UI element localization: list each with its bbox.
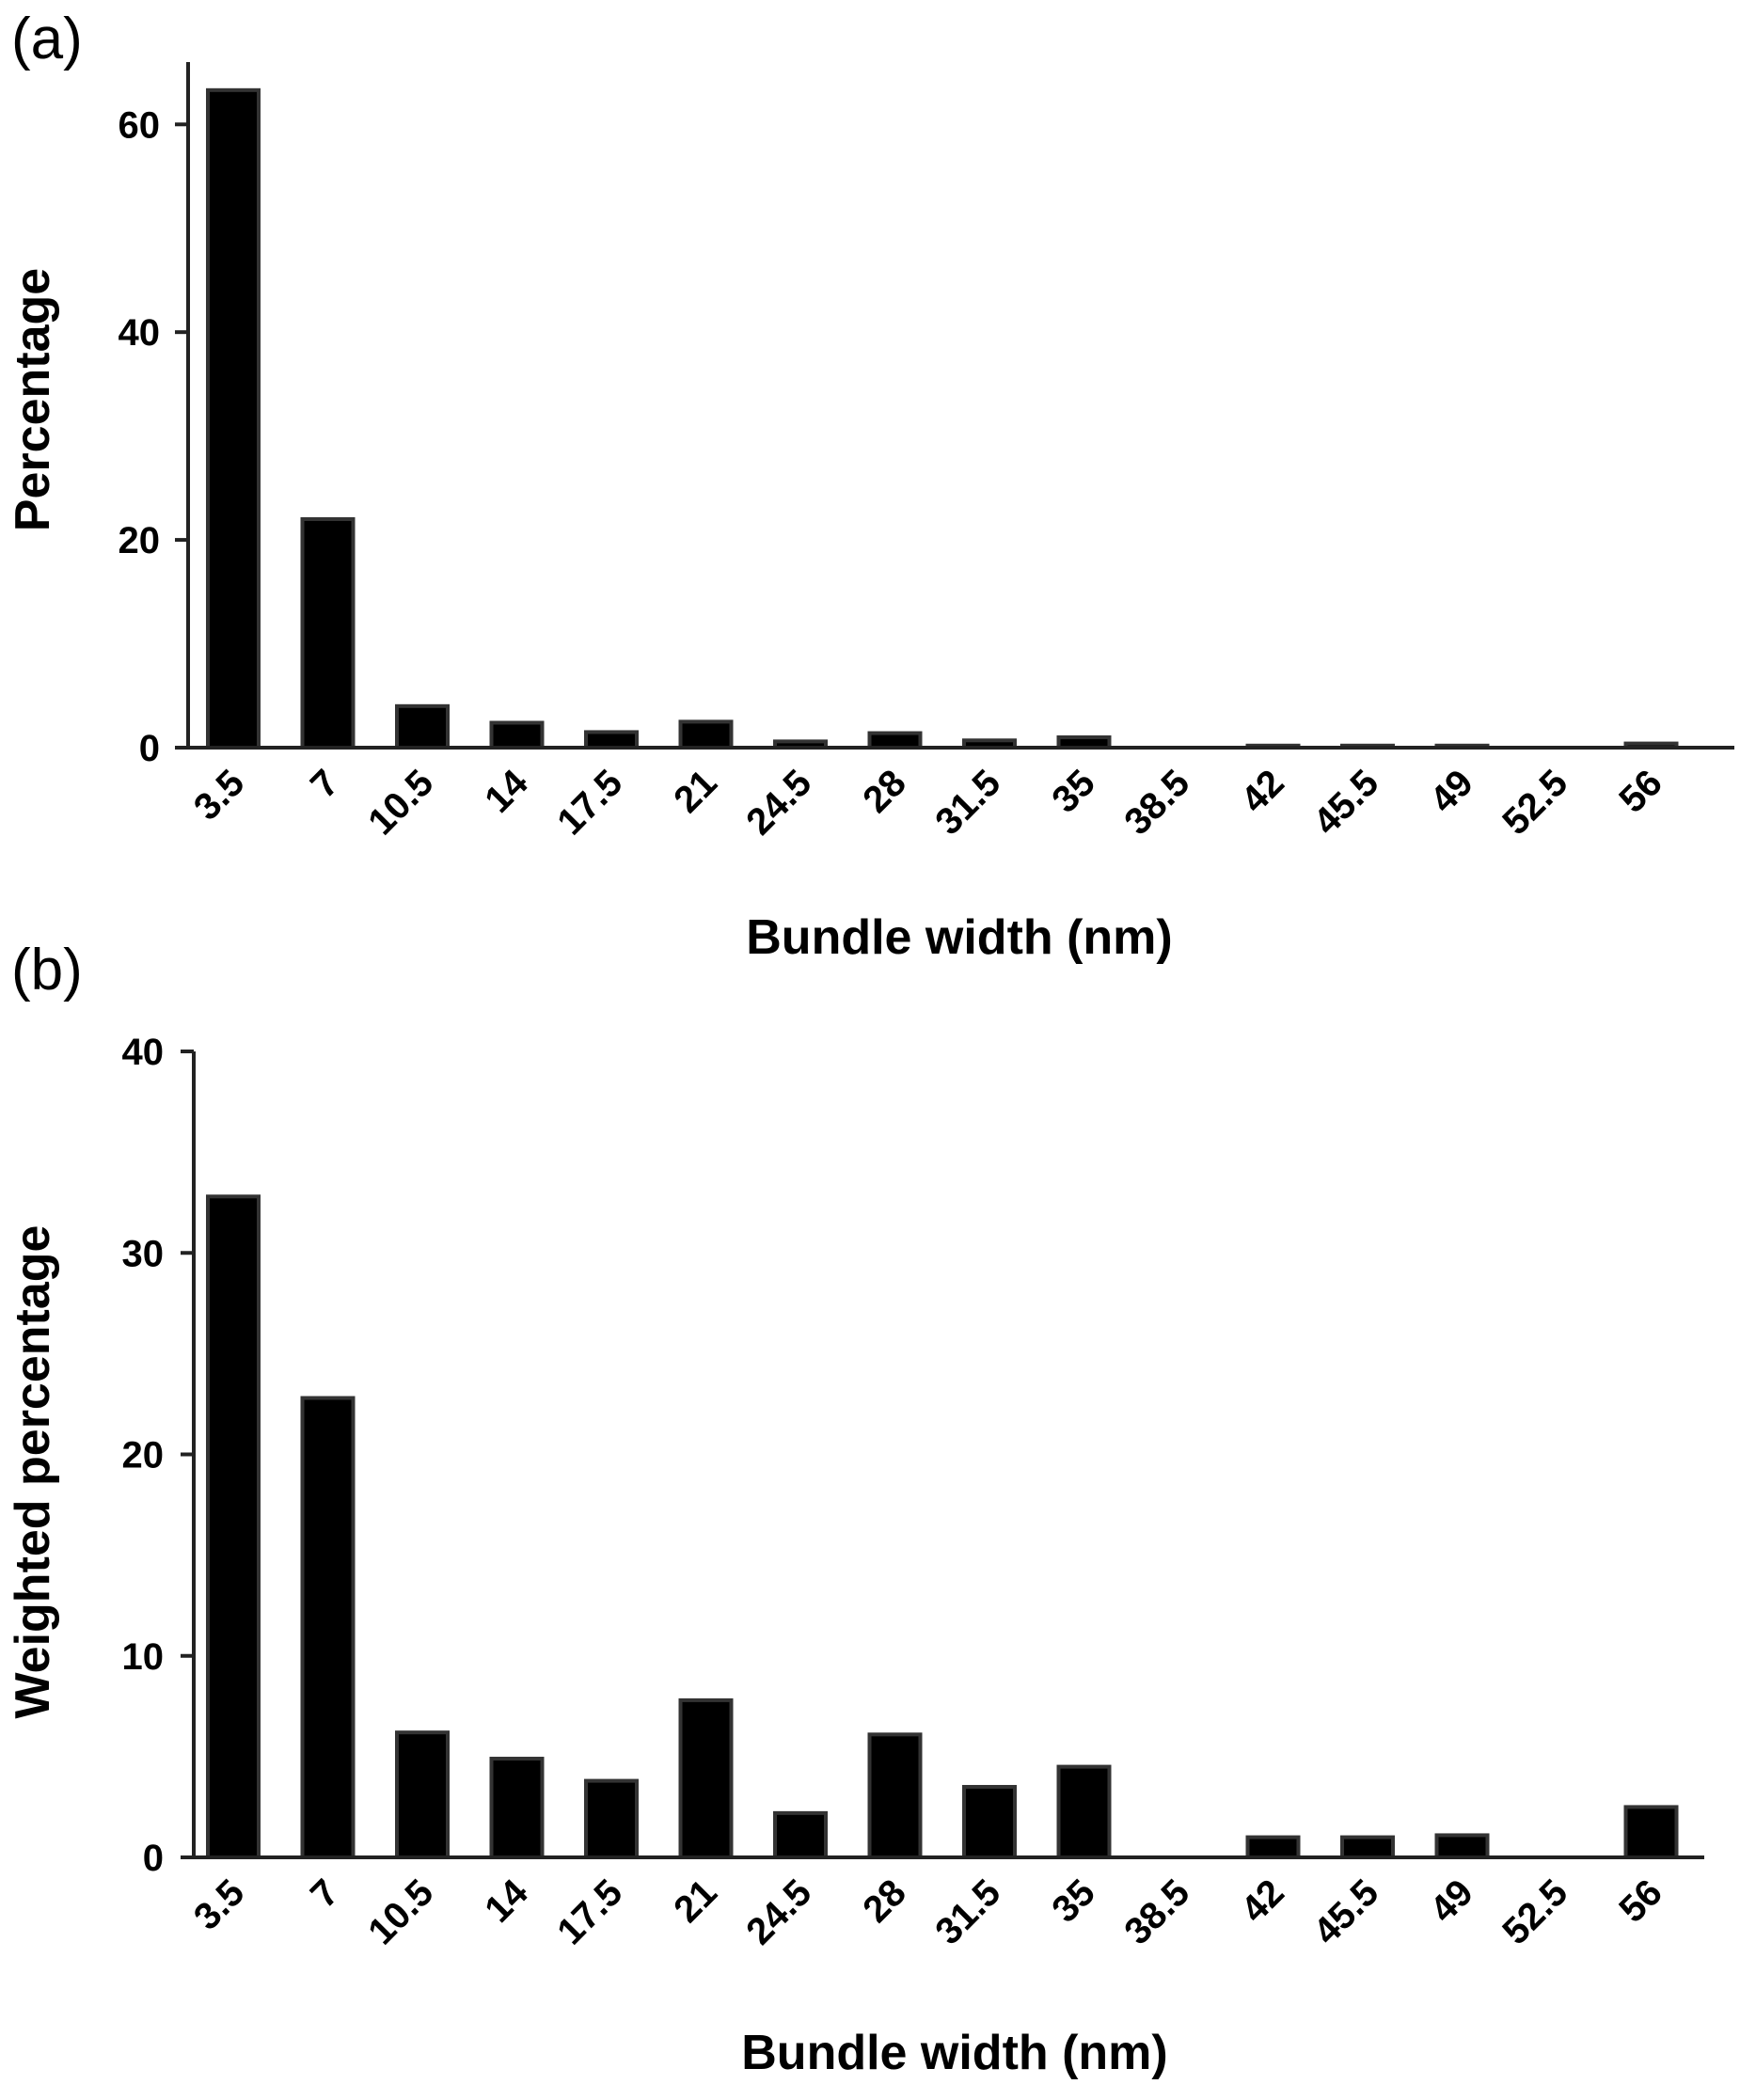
bar-45.5 <box>1340 1835 1395 1859</box>
y-tick-label: 40 <box>122 1032 165 1073</box>
bar-17.5 <box>584 730 639 750</box>
x-tick-label: 38.5 <box>1116 762 1197 843</box>
panel-a-y-axis-title: Percentage <box>6 268 60 531</box>
y-tick-label: 60 <box>119 104 161 146</box>
x-tick-label: 28 <box>855 1871 914 1931</box>
x-tick-label: 10.5 <box>360 1871 441 1952</box>
x-tick-label: 38.5 <box>1116 1871 1197 1952</box>
y-tick-label: 40 <box>119 312 161 354</box>
panel-b-y-axis-title: Weighted percentage <box>6 1225 60 1719</box>
x-tick-label: 52.5 <box>1495 1871 1575 1952</box>
panel-b-label: (b) <box>11 938 83 1003</box>
x-tick-label: 49 <box>1422 762 1481 821</box>
bar-7 <box>300 517 356 750</box>
x-tick-label: 42 <box>1233 1871 1292 1931</box>
panel-b-x-ticks: 3.5 7 10.5 14 17.5 21 24.5 28 31.5 35 38.5 42 45.5 49… <box>186 1871 1670 1953</box>
panel-b: (b) 0 10 20 30 40 3.5 7 10.5 14 17.5 21 24.5 28 31.5… <box>6 938 1704 2080</box>
x-tick-label: 35 <box>1044 1871 1103 1931</box>
bar-56 <box>1623 1805 1679 1859</box>
bar-21 <box>678 719 734 750</box>
bar-42 <box>1245 1835 1301 1859</box>
x-tick-label: 7 <box>303 1871 347 1916</box>
x-tick-label: 45.5 <box>1305 1871 1386 1952</box>
bar-49 <box>1434 1833 1490 1859</box>
x-tick-label: 3.5 <box>186 1871 252 1937</box>
panel-a-bars <box>206 87 1679 750</box>
bar-28 <box>867 1732 923 1859</box>
bar-35 <box>1056 1764 1112 1860</box>
y-tick-label: 20 <box>122 1435 165 1476</box>
x-tick-label: 45.5 <box>1305 762 1386 843</box>
x-tick-label: 24.5 <box>738 1871 819 1952</box>
x-tick-label: 17.5 <box>549 762 630 843</box>
x-tick-label: 3.5 <box>186 762 252 828</box>
bar-10.5 <box>395 1730 450 1860</box>
y-tick-label: 0 <box>143 1838 164 1879</box>
x-tick-label: 21 <box>666 1871 725 1931</box>
bar-7 <box>300 1396 356 1859</box>
y-tick-label: 20 <box>119 520 161 561</box>
panel-a-x-axis-title: Bundle width (nm) <box>746 910 1172 965</box>
panel-a: (a) 0 20 40 60 3.5 7 10.5 14 17.5 21 24.5 28 31.5 35… <box>6 7 1734 965</box>
x-tick-label: 17.5 <box>549 1871 630 1952</box>
x-tick-label: 14 <box>477 1871 536 1931</box>
panel-a-x-ticks: 3.5 7 10.5 14 17.5 21 24.5 28 31.5 35 38.5 42 45.5 49… <box>186 762 1670 844</box>
bar-24.5 <box>773 1810 828 1859</box>
x-tick-label: 21 <box>666 762 725 821</box>
bar-14 <box>489 1757 545 1859</box>
bar-21 <box>678 1697 734 1860</box>
x-tick-label: 14 <box>477 762 536 821</box>
x-tick-label: 24.5 <box>738 762 819 843</box>
y-tick-label: 10 <box>122 1636 165 1678</box>
bar-14 <box>489 720 545 750</box>
panel-b-bars <box>206 1194 1679 1860</box>
panel-b-x-axis-title: Bundle width (nm) <box>741 2026 1167 2080</box>
x-tick-label: 52.5 <box>1495 762 1575 843</box>
x-tick-label: 42 <box>1233 762 1292 821</box>
bar-3.5 <box>206 1194 261 1859</box>
bar-17.5 <box>584 1778 639 1859</box>
x-tick-label: 10.5 <box>360 762 441 843</box>
bar-28 <box>867 731 923 750</box>
panel-a-label: (a) <box>11 7 83 71</box>
x-tick-label: 31.5 <box>927 1871 1008 1952</box>
x-tick-label: 31.5 <box>927 762 1008 843</box>
panel-a-y-ticks: 0 20 40 60 <box>119 104 188 769</box>
bar-3.5 <box>206 87 261 750</box>
bar-10.5 <box>395 703 450 750</box>
bar-31.5 <box>962 1785 1017 1859</box>
y-tick-label: 30 <box>122 1233 165 1274</box>
x-tick-label: 56 <box>1611 1871 1670 1931</box>
x-tick-label: 49 <box>1422 1871 1481 1931</box>
panel-b-y-ticks: 0 10 20 30 40 <box>122 1032 194 1879</box>
y-tick-label: 0 <box>139 728 160 769</box>
x-tick-label: 7 <box>303 762 347 806</box>
x-tick-label: 56 <box>1611 762 1670 821</box>
x-tick-label: 28 <box>855 762 914 821</box>
x-tick-label: 35 <box>1044 762 1103 821</box>
